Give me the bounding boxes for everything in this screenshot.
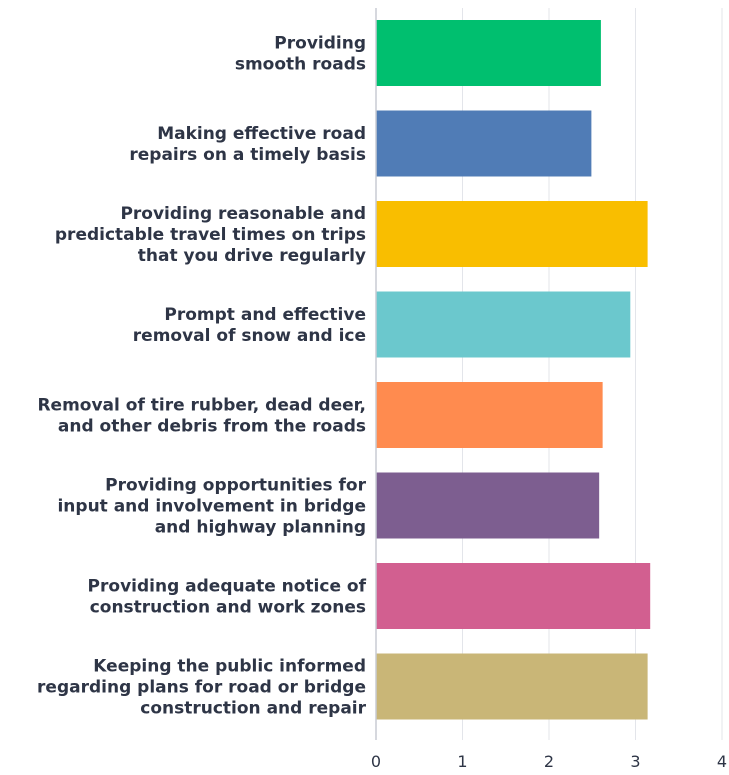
x-tick-label: 2	[544, 752, 554, 771]
bar[interactable]	[376, 291, 631, 358]
x-tick-label: 3	[630, 752, 640, 771]
category-label-line: construction and work zones	[90, 598, 366, 618]
category-label: Providing reasonable and predictable trav…	[55, 204, 366, 266]
category-label-line: that you drive regularly	[138, 246, 366, 266]
category-label-line: input and involvement in bridge	[57, 497, 366, 517]
bar[interactable]	[376, 382, 603, 448]
category-label-line: regarding plans for road or bridge	[37, 678, 366, 698]
x-tick-label: 0	[371, 752, 381, 771]
category-label: Providing adequate notice of construction…	[88, 577, 367, 618]
bar[interactable]	[376, 20, 601, 86]
category-label-line: predictable travel times on trips	[55, 225, 366, 245]
category-label-line: Prompt and effective	[164, 305, 366, 325]
bar[interactable]	[376, 472, 600, 539]
category-label-line: Removal of tire rubber, dead deer,	[37, 396, 366, 416]
category-label-line: removal of snow and ice	[133, 326, 366, 346]
x-tick-label: 1	[457, 752, 467, 771]
category-label-line: and highway planning	[155, 518, 366, 538]
category-label: Providing opportunities for input and inv…	[57, 476, 366, 538]
bar[interactable]	[376, 653, 648, 720]
category-label-line: repairs on a timely basis	[129, 145, 366, 165]
x-tick-label: 4	[717, 752, 727, 771]
category-label: Keeping the public informed regarding pla…	[37, 657, 367, 719]
category-label-line: Keeping the public informed	[93, 657, 366, 677]
category-label-line: Providing	[274, 34, 366, 54]
category-labels: Providing smooth roads Making effective ro…	[37, 34, 367, 719]
category-label-line: Making effective road	[157, 124, 366, 144]
category-label: Providing smooth roads	[235, 34, 366, 75]
bars	[376, 20, 651, 720]
category-label: Prompt and effective removal of snow and …	[133, 305, 366, 346]
category-label-line: smooth roads	[235, 55, 366, 75]
category-label-line: Providing opportunities for	[105, 476, 366, 496]
bar[interactable]	[376, 563, 651, 629]
category-label-line: Providing reasonable and	[120, 204, 366, 224]
category-label-line: construction and repair	[140, 699, 366, 719]
bar[interactable]	[376, 110, 592, 177]
category-label: Removal of tire rubber, dead deer, and ot…	[37, 396, 366, 437]
x-axis-ticks: 0 1 2 3 4	[371, 752, 727, 771]
category-label: Making effective road repairs on a timely…	[129, 124, 366, 165]
bar[interactable]	[376, 201, 648, 267]
category-label-line: and other debris from the roads	[58, 417, 366, 437]
category-label-line: Providing adequate notice of	[88, 577, 367, 597]
